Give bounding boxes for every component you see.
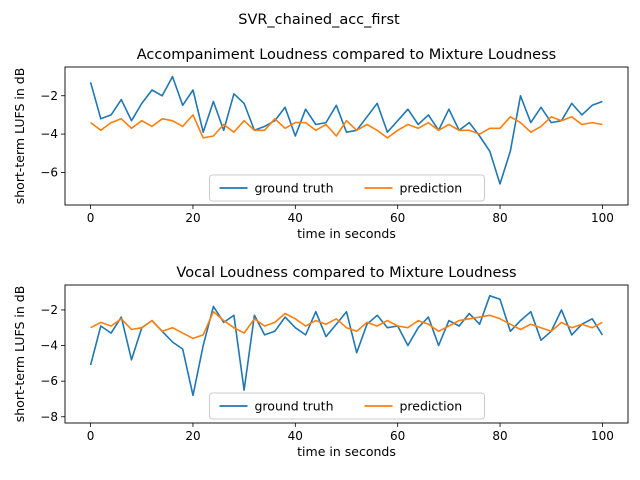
y-tick-label: −6 xyxy=(40,165,58,179)
series-line-ground-truth xyxy=(89,294,604,397)
y-tick-label: −2 xyxy=(40,303,58,317)
x-tick-label: 0 xyxy=(87,429,95,443)
x-tick-label: 80 xyxy=(492,211,507,225)
vocal-chart: Vocal Loudness compared to Mixture Loudn… xyxy=(12,265,629,459)
series-line-prediction xyxy=(90,310,603,340)
y-tick-label: −4 xyxy=(40,339,58,353)
x-tick-label: 80 xyxy=(492,429,507,443)
chart-title: Vocal Loudness compared to Mixture Loudn… xyxy=(176,265,516,281)
legend: ground truth prediction xyxy=(209,174,485,202)
x-tick-label: 100 xyxy=(591,429,614,443)
x-tick-label: 20 xyxy=(185,429,200,443)
series-line-ground-truth xyxy=(89,75,603,185)
y-axis-label: short-term LUFS in dB xyxy=(12,68,27,205)
figure-suptitle: SVR_chained_acc_first xyxy=(238,12,400,28)
x-tick-label: 40 xyxy=(288,429,303,443)
x-axis-label: time in seconds xyxy=(297,226,396,241)
x-tick-label: 20 xyxy=(185,211,200,225)
plot-frame xyxy=(64,284,629,424)
x-axis-label: time in seconds xyxy=(297,444,396,459)
y-tick-label: −8 xyxy=(40,410,58,424)
legend-label-ground-truth: ground truth xyxy=(255,181,334,196)
y-axis-label: short-term LUFS in dB xyxy=(12,286,27,423)
y-tick-label: −4 xyxy=(40,127,58,141)
legend-label-ground-truth: ground truth xyxy=(255,399,334,414)
y-tick-label: −2 xyxy=(40,89,58,103)
chart-title: Accompaniment Loudness compared to Mixtu… xyxy=(137,47,556,63)
x-tick-label: 60 xyxy=(390,429,405,443)
series-line-prediction xyxy=(90,114,603,139)
x-tick-label: 100 xyxy=(591,211,614,225)
legend-label-prediction: prediction xyxy=(400,399,463,414)
accompaniment-chart: Accompaniment Loudness compared to Mixtu… xyxy=(12,47,629,241)
x-tick-label: 60 xyxy=(390,211,405,225)
legend: ground truth prediction xyxy=(209,392,485,420)
x-tick-label: 40 xyxy=(288,211,303,225)
legend-box xyxy=(209,392,485,420)
legend-label-prediction: prediction xyxy=(400,181,463,196)
x-tick-label: 0 xyxy=(87,211,95,225)
y-tick-label: −6 xyxy=(40,374,58,388)
plot-frame xyxy=(64,66,629,206)
legend-box xyxy=(209,174,485,202)
